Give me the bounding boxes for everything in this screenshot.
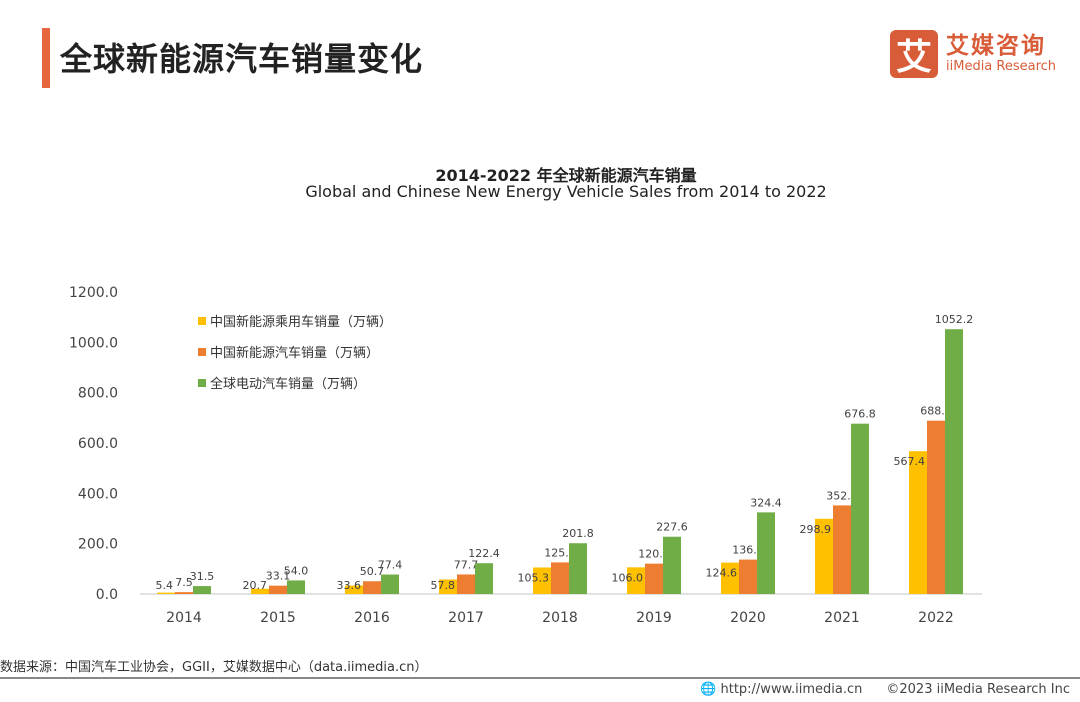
bar-2021-s0 [815,518,833,594]
data-label: 77.4 [378,559,403,572]
data-source: 数据来源：中国汽车工业协会，GGII，艾媒数据中心（data.iimedia.c… [0,660,428,675]
bar-2017-s1 [457,574,475,594]
footer-copyright: ©2023 iiMedia Research Inc [886,682,1070,697]
x-tick-label: 2018 [542,610,578,626]
page-title: 全球新能源汽车销量变化 [60,40,424,78]
bar-2019-s2 [663,536,681,594]
bar-2016-s2 [381,574,399,594]
bar-2020-s0 [721,562,739,594]
bar-2020-s1 [739,559,757,594]
data-label: 5.4 [156,579,174,592]
data-label: 33.1 [266,570,291,583]
data-label: 33.6 [337,579,362,592]
data-label: 31.5 [190,570,215,583]
bar-2021-s2 [851,423,869,594]
data-label: 77.7 [454,558,479,571]
data-label: 124.6 [706,567,738,580]
data-label: 7.5 [175,576,193,589]
bar-2015-s2 [287,580,305,594]
bar-2020-s2 [757,512,775,594]
bar-2015-s1 [269,585,287,594]
x-tick-label: 2022 [918,610,954,626]
y-tick-label: 800.0 [78,386,118,402]
y-tick-label: 400.0 [78,486,118,502]
data-label: 106.0 [612,571,644,584]
x-tick-label: 2020 [730,610,766,626]
x-tick-label: 2021 [824,610,860,626]
data-label: 352.1 [826,489,858,502]
data-label: 50.7 [360,565,385,578]
legend-label: 中国新能源乘用车销量（万辆） [210,314,392,330]
bar-2016-s1 [363,581,381,594]
y-tick-label: 1200.0 [69,285,118,301]
bar-2014-s0 [157,592,175,594]
data-label: 567.4 [894,455,926,468]
footer-divider [0,677,1080,679]
logo: 艾 艾媒咨询 iiMedia Research [890,30,1056,78]
x-tick-label: 2014 [166,610,202,626]
bar-2015-s0 [251,588,269,594]
data-label: 105.3 [518,571,550,584]
y-tick-label: 600.0 [78,436,118,452]
x-tick-label: 2017 [448,610,484,626]
data-label: 227.6 [656,521,688,534]
data-label: 298.9 [800,523,832,536]
globe-icon: 🌐 [700,682,717,697]
chart-title: 2014-2022 年全球新能源汽车销量 [435,166,697,185]
legend-swatch [198,379,206,387]
bar-2018-s1 [551,562,569,594]
footer: 🌐 http://www.iimedia.cn ©2023 iiMedia Re… [700,682,1070,697]
bar-2022-s2 [945,329,963,594]
bar-2017-s0 [439,579,457,594]
data-label: 676.8 [844,408,876,421]
title-accent-bar [42,28,50,88]
footer-url[interactable]: 🌐 http://www.iimedia.cn [700,682,863,697]
logo-en: iiMedia Research [946,59,1057,74]
x-tick-label: 2016 [354,610,390,626]
bar-2018-s2 [569,543,587,594]
logo-cn: 艾媒咨询 [946,33,1046,59]
y-tick-label: 200.0 [78,537,118,553]
legend-swatch [198,348,206,356]
bar-2019-s0 [627,567,645,594]
bar-2018-s0 [533,567,551,594]
legend-label: 中国新能源汽车销量（万辆） [210,345,379,361]
data-label: 120.6 [638,548,670,561]
legend-label: 全球电动汽车销量（万辆） [210,376,366,392]
data-label: 125.6 [544,546,576,559]
data-label: 1052.2 [935,313,974,326]
y-tick-label: 1000.0 [69,335,118,351]
x-tick-label: 2015 [260,610,296,626]
bar-2019-s1 [645,563,663,594]
data-label: 136.7 [732,544,764,557]
bar-2021-s1 [833,505,851,594]
data-label: 201.8 [562,527,594,540]
data-label: 324.4 [750,496,782,509]
y-tick-label: 0.0 [96,587,118,603]
chart-subtitle: Global and Chinese New Energy Vehicle Sa… [305,182,827,201]
bar-2022-s1 [927,420,945,594]
bar-chart: 0.0 200.0 400.0 600.0 800.0 1000.0 1200.0 2014 5… [69,285,982,626]
data-label: 20.7 [243,579,268,592]
bar-2017-s2 [475,563,493,594]
data-label: 57.8 [431,579,456,592]
bar-2022-s0 [909,451,927,594]
bar-2016-s0 [345,585,363,594]
logo-mark: 艾 [890,30,938,78]
x-tick-label: 2019 [636,610,672,626]
bar-2014-s1 [175,592,193,594]
legend-swatch [198,317,206,325]
data-label: 54.0 [284,564,309,577]
data-label: 688.7 [920,405,952,418]
bar-2014-s2 [193,586,211,594]
data-label: 122.4 [468,547,500,560]
